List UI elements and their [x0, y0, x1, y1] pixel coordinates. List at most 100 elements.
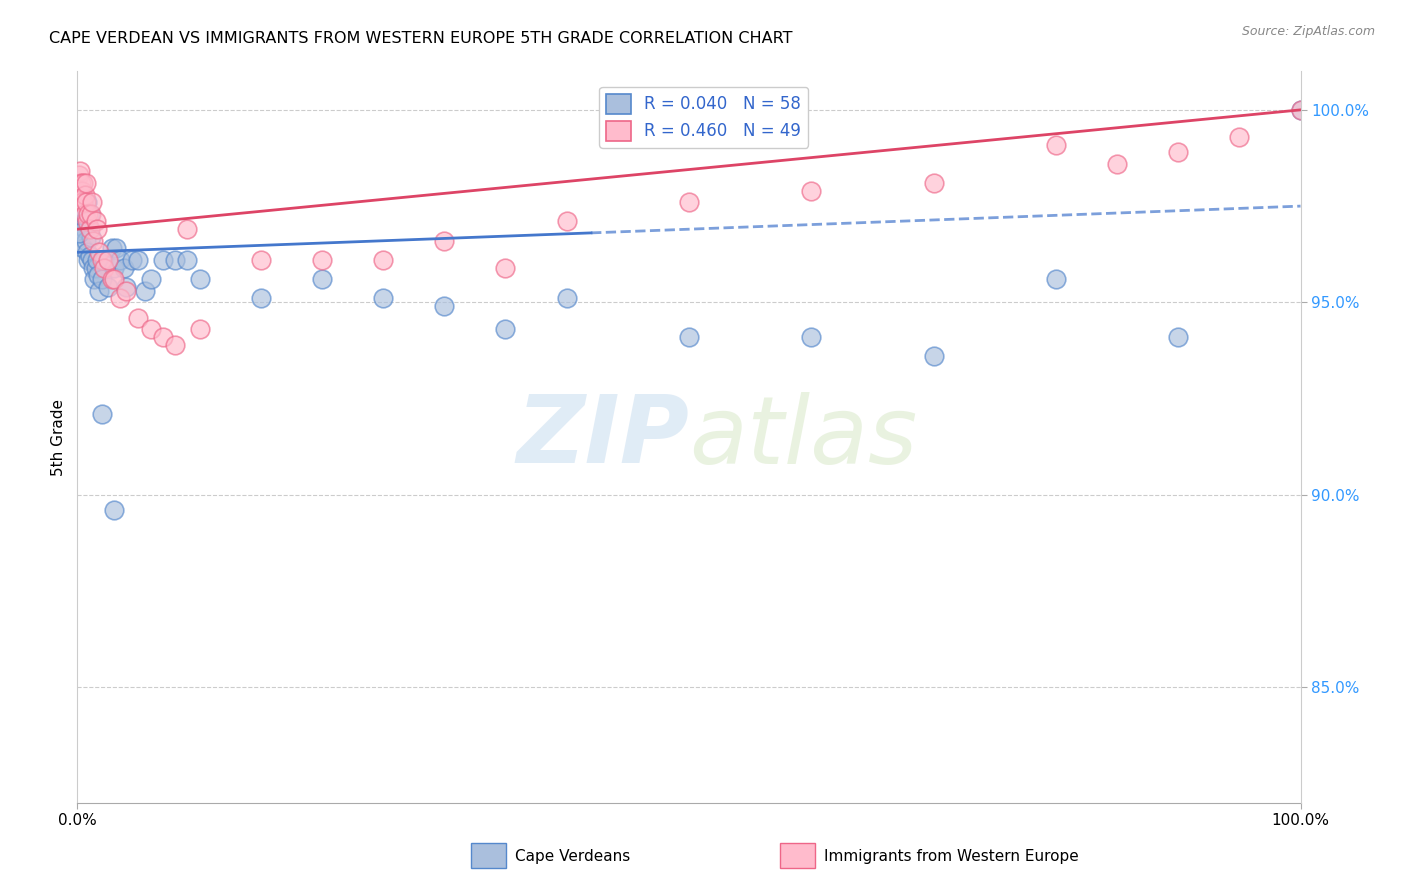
Point: [86, 222, 108, 236]
Point: [93, 260, 115, 275]
Point: [87, 268, 110, 283]
Text: Cape Verdeans: Cape Verdeans: [515, 849, 630, 863]
Point: [555, 214, 578, 228]
Point: [105, 242, 128, 256]
Point: [70, 187, 93, 202]
Point: [152, 252, 174, 267]
Point: [77, 207, 100, 221]
Point: [800, 330, 823, 344]
Point: [79, 207, 101, 221]
Point: [433, 299, 456, 313]
Point: [80, 195, 103, 210]
Point: [70, 226, 93, 240]
Point: [82, 260, 104, 275]
Point: [80, 230, 103, 244]
Point: [69, 191, 91, 205]
Point: [90, 272, 112, 286]
Point: [495, 322, 517, 336]
Point: [1289, 103, 1312, 117]
Point: [90, 407, 112, 421]
Point: [73, 207, 96, 221]
Point: [97, 252, 120, 267]
Point: [77, 219, 100, 233]
Point: [70, 176, 93, 190]
Point: [69, 164, 91, 178]
Point: [139, 322, 162, 336]
Point: [176, 252, 198, 267]
Point: [1167, 330, 1189, 344]
Point: [72, 195, 94, 210]
Point: [67, 199, 90, 213]
Point: [89, 245, 111, 260]
Point: [108, 252, 131, 267]
Point: [250, 252, 273, 267]
Point: [103, 260, 125, 275]
Point: [371, 252, 394, 267]
Point: [77, 252, 100, 267]
Point: [121, 252, 143, 267]
Point: [188, 322, 211, 336]
Point: [80, 252, 103, 267]
Point: [1045, 272, 1067, 286]
Point: [188, 272, 211, 286]
Point: [128, 252, 150, 267]
Point: [72, 202, 94, 217]
Point: [72, 242, 94, 256]
Point: [67, 169, 90, 183]
Point: [165, 337, 187, 351]
Point: [97, 280, 120, 294]
Point: [555, 292, 578, 306]
Point: [134, 284, 156, 298]
Point: [73, 222, 96, 236]
Point: [165, 252, 187, 267]
Point: [69, 184, 91, 198]
Point: [100, 242, 122, 256]
Text: Source: ZipAtlas.com: Source: ZipAtlas.com: [1241, 25, 1375, 38]
Point: [83, 272, 105, 286]
Point: [75, 176, 97, 190]
Legend: R = 0.040   N = 58, R = 0.460   N = 49: R = 0.040 N = 58, R = 0.460 N = 49: [599, 87, 808, 148]
Point: [89, 284, 111, 298]
Point: [73, 187, 96, 202]
Point: [1167, 145, 1189, 160]
Point: [90, 252, 112, 267]
Point: [115, 284, 138, 298]
Point: [67, 226, 90, 240]
Point: [79, 222, 101, 236]
Point: [93, 252, 115, 267]
Point: [128, 310, 150, 325]
Point: [103, 503, 125, 517]
Point: [75, 195, 97, 210]
Point: [139, 272, 162, 286]
Point: [1107, 157, 1129, 171]
Point: [115, 280, 138, 294]
Point: [79, 249, 101, 263]
Text: atlas: atlas: [689, 392, 917, 483]
Point: [152, 330, 174, 344]
Text: CAPE VERDEAN VS IMMIGRANTS FROM WESTERN EUROPE 5TH GRADE CORRELATION CHART: CAPE VERDEAN VS IMMIGRANTS FROM WESTERN …: [49, 31, 793, 46]
Point: [433, 234, 456, 248]
Point: [76, 214, 98, 228]
Point: [86, 252, 108, 267]
Point: [70, 211, 93, 225]
Point: [108, 292, 131, 306]
Text: Immigrants from Western Europe: Immigrants from Western Europe: [824, 849, 1078, 863]
Point: [311, 272, 333, 286]
Point: [100, 272, 122, 286]
Point: [112, 260, 135, 275]
Point: [80, 207, 103, 221]
Point: [70, 191, 93, 205]
Point: [70, 199, 93, 213]
Point: [76, 245, 98, 260]
Point: [70, 195, 93, 210]
Point: [250, 292, 273, 306]
Point: [84, 260, 107, 275]
Point: [371, 292, 394, 306]
Y-axis label: 5th Grade: 5th Grade: [51, 399, 66, 475]
Point: [75, 211, 97, 225]
Point: [678, 330, 700, 344]
Text: ZIP: ZIP: [516, 391, 689, 483]
Point: [75, 234, 97, 248]
Point: [495, 260, 517, 275]
Point: [1045, 137, 1067, 152]
